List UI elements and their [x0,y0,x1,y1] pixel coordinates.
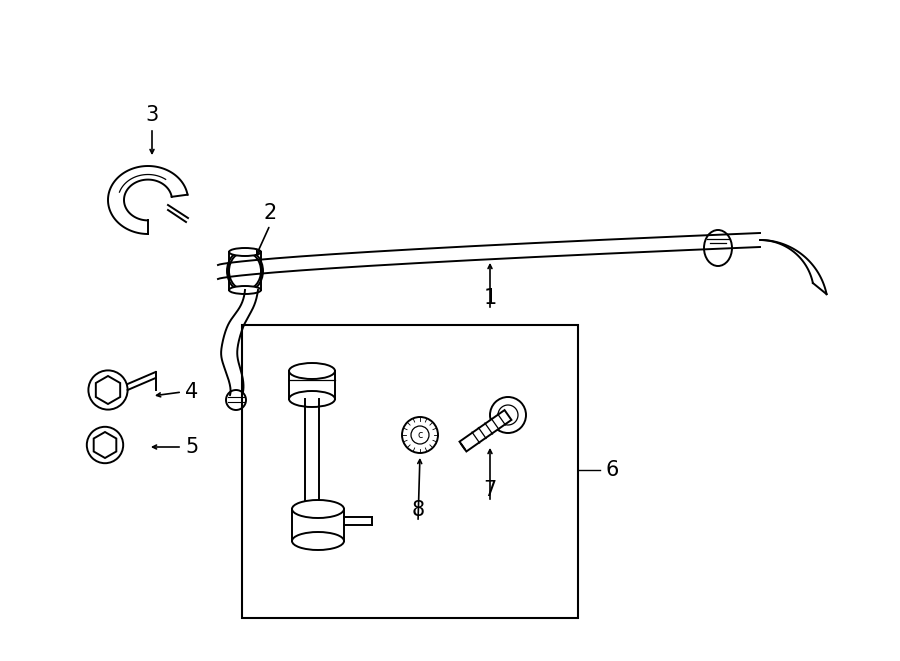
Text: 7: 7 [483,480,497,500]
Text: 5: 5 [185,437,199,457]
Bar [292,509,344,541]
Ellipse shape [229,286,261,294]
Circle shape [402,417,438,453]
Ellipse shape [289,391,335,407]
Text: c: c [418,430,423,440]
Text: 4: 4 [185,382,199,402]
Ellipse shape [227,250,263,292]
Polygon shape [460,410,511,451]
Ellipse shape [229,252,261,290]
Text: 2: 2 [264,203,276,223]
Ellipse shape [292,532,344,550]
Text: 1: 1 [483,288,497,308]
Text: 8: 8 [411,500,425,520]
Circle shape [226,390,246,410]
Bar [242,325,578,618]
Ellipse shape [292,500,344,518]
Bar [289,371,335,399]
Ellipse shape [289,363,335,379]
Text: 6: 6 [606,460,618,480]
Ellipse shape [229,248,261,256]
Text: 3: 3 [146,105,158,125]
Ellipse shape [490,397,526,433]
